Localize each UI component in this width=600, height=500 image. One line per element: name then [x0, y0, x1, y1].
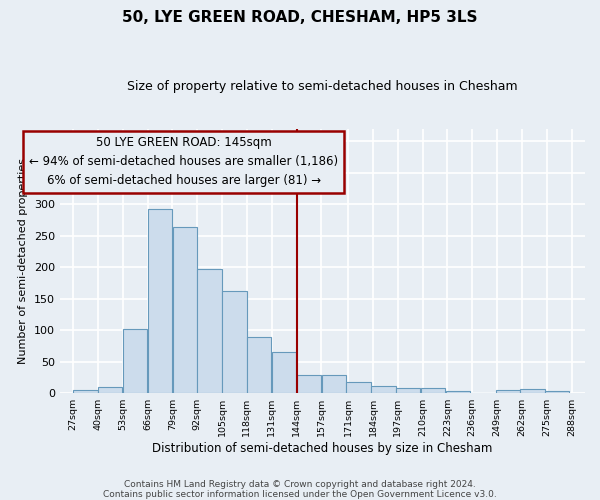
- Bar: [346, 382, 371, 393]
- Y-axis label: Number of semi-detached properties: Number of semi-detached properties: [18, 158, 28, 364]
- Bar: [247, 336, 271, 393]
- Bar: [73, 390, 98, 393]
- Bar: [371, 386, 395, 393]
- Bar: [520, 390, 545, 393]
- Bar: [98, 387, 122, 393]
- Bar: [223, 290, 247, 393]
- Bar: [197, 268, 222, 393]
- Text: Contains HM Land Registry data © Crown copyright and database right 2024.: Contains HM Land Registry data © Crown c…: [124, 480, 476, 489]
- Title: Size of property relative to semi-detached houses in Chesham: Size of property relative to semi-detach…: [127, 80, 518, 93]
- X-axis label: Distribution of semi-detached houses by size in Chesham: Distribution of semi-detached houses by …: [152, 442, 493, 455]
- Text: Contains public sector information licensed under the Open Government Licence v3: Contains public sector information licen…: [103, 490, 497, 499]
- Bar: [297, 375, 321, 393]
- Bar: [446, 390, 470, 393]
- Text: 50 LYE GREEN ROAD: 145sqm
← 94% of semi-detached houses are smaller (1,186)
6% o: 50 LYE GREEN ROAD: 145sqm ← 94% of semi-…: [29, 136, 338, 188]
- Bar: [272, 352, 296, 393]
- Bar: [545, 392, 569, 393]
- Bar: [322, 375, 346, 393]
- Bar: [396, 388, 421, 393]
- Bar: [421, 388, 445, 393]
- Text: 50, LYE GREEN ROAD, CHESHAM, HP5 3LS: 50, LYE GREEN ROAD, CHESHAM, HP5 3LS: [122, 10, 478, 25]
- Bar: [496, 390, 520, 393]
- Bar: [148, 209, 172, 393]
- Bar: [123, 329, 147, 393]
- Bar: [173, 227, 197, 393]
